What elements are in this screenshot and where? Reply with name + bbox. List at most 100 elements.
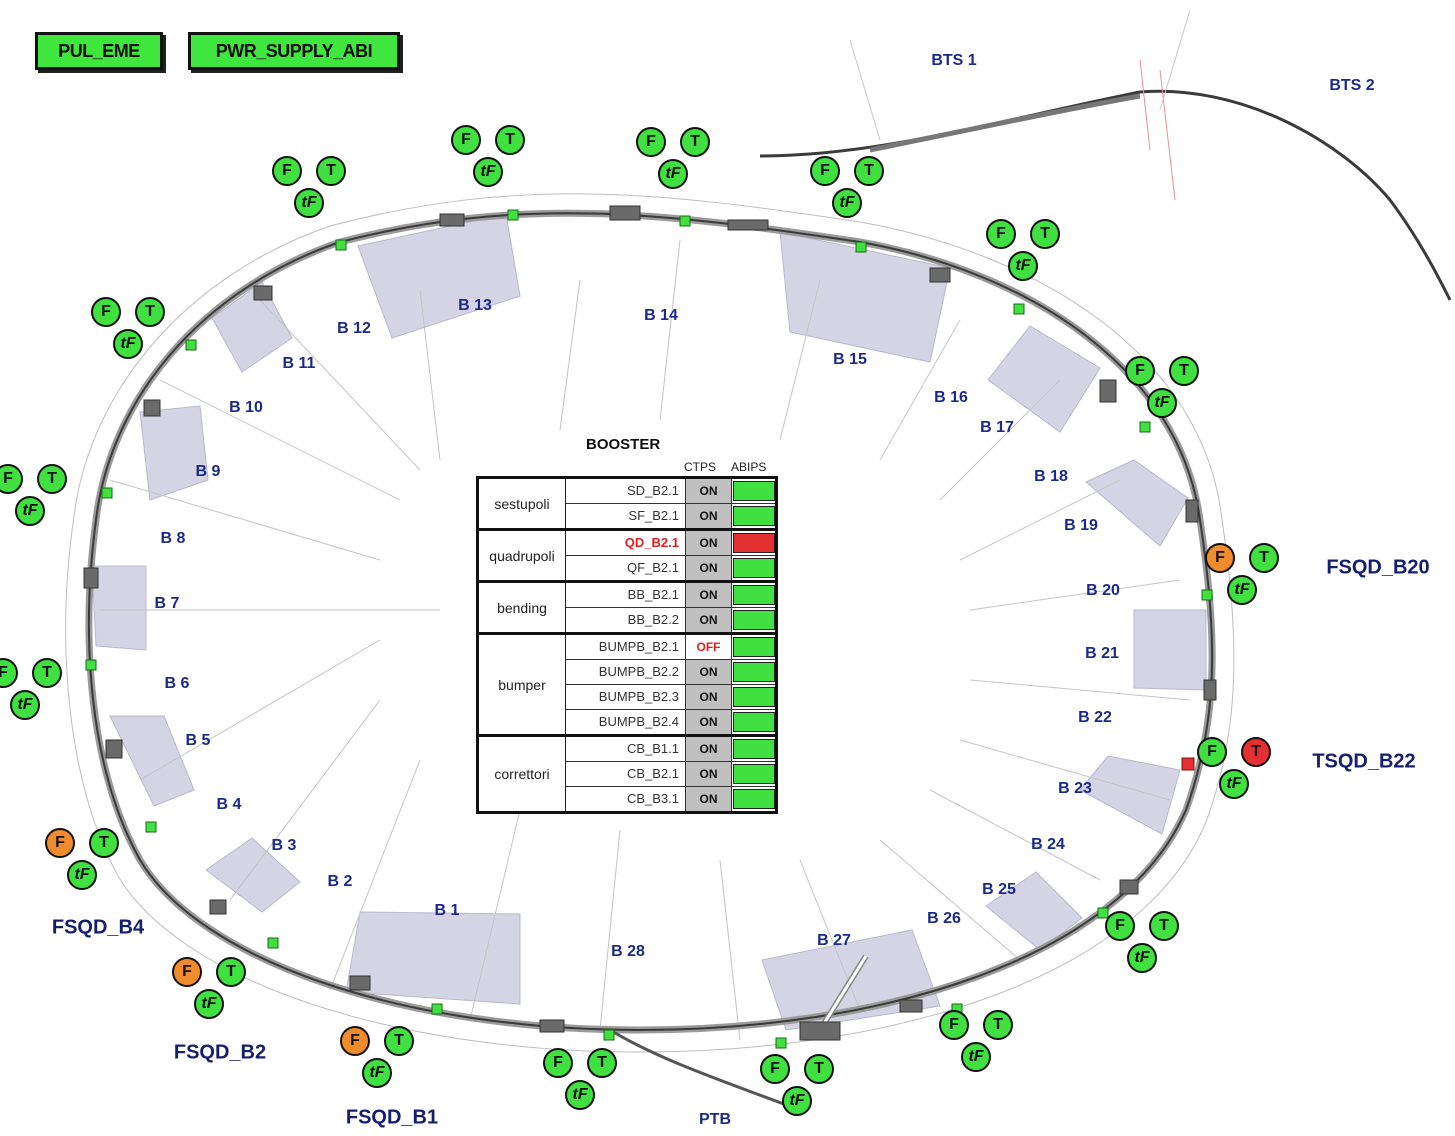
temperature-indicator[interactable]: T — [587, 1048, 617, 1078]
temperature-indicator[interactable]: T — [1149, 911, 1179, 941]
thermal-fault-indicator[interactable]: tF — [194, 989, 224, 1019]
thermal-fault-indicator[interactable]: tF — [1008, 251, 1038, 281]
fault-indicator[interactable]: F — [0, 658, 18, 688]
thermal-fault-indicator[interactable]: tF — [1147, 388, 1177, 418]
section-label-b10: B 10 — [229, 399, 263, 416]
supply-name: BUMPB_B2.1 — [566, 635, 686, 659]
abips-status-indicator[interactable] — [732, 687, 775, 707]
temperature-indicator[interactable]: T — [216, 957, 246, 987]
group-bumper: bumper BUMPB_B2.1 OFF BUMPB_B2.2 ON BUMPB_… — [479, 635, 775, 737]
table-row: BUMPB_B2.2 ON — [566, 660, 775, 685]
thermal-fault-indicator[interactable]: tF — [565, 1080, 595, 1110]
temperature-indicator[interactable]: T — [32, 658, 62, 688]
fault-indicator[interactable]: F — [91, 297, 121, 327]
ctps-status[interactable]: OFF — [686, 635, 732, 659]
section-label-b19: B 19 — [1064, 517, 1098, 534]
section-label-b1: B 1 — [434, 902, 460, 919]
temperature-indicator[interactable]: T — [1169, 356, 1199, 386]
temperature-indicator[interactable]: T — [1241, 737, 1271, 767]
fault-indicator[interactable]: F — [45, 828, 75, 858]
abips-status-indicator[interactable] — [732, 789, 775, 809]
fault-indicator[interactable]: F — [272, 156, 302, 186]
pul-eme-button[interactable]: PUL_EME — [35, 32, 163, 70]
pwr-supply-abi-button[interactable]: PWR_SUPPLY_ABI — [188, 32, 400, 70]
ctps-status[interactable]: ON — [686, 556, 732, 580]
abips-status-indicator[interactable] — [732, 585, 775, 605]
abips-status-indicator[interactable] — [732, 610, 775, 630]
thermal-fault-indicator[interactable]: tF — [658, 159, 688, 189]
thermal-fault-indicator[interactable]: tF — [1227, 575, 1257, 605]
ctps-status[interactable]: ON — [686, 479, 732, 503]
table-row: SD_B2.1 ON — [566, 479, 775, 504]
fault-indicator[interactable]: F — [986, 219, 1016, 249]
abips-status-indicator[interactable] — [732, 533, 775, 553]
abips-status-indicator[interactable] — [732, 637, 775, 657]
fault-indicator[interactable]: F — [760, 1054, 790, 1084]
temperature-indicator[interactable]: T — [37, 464, 67, 494]
group-name: bumper — [479, 635, 566, 734]
ctps-status[interactable]: ON — [686, 660, 732, 684]
temperature-indicator[interactable]: T — [384, 1026, 414, 1056]
fault-indicator[interactable]: F — [340, 1026, 370, 1056]
ctps-status[interactable]: ON — [686, 762, 732, 786]
abips-status-indicator[interactable] — [732, 662, 775, 682]
thermal-fault-indicator[interactable]: tF — [1219, 769, 1249, 799]
temperature-indicator[interactable]: T — [135, 297, 165, 327]
thermal-fault-indicator[interactable]: tF — [832, 188, 862, 218]
fault-indicator[interactable]: F — [636, 127, 666, 157]
temperature-indicator[interactable]: T — [680, 127, 710, 157]
table-row: BUMPB_B2.3 ON — [566, 685, 775, 710]
fault-indicator[interactable]: F — [810, 156, 840, 186]
thermal-fault-indicator[interactable]: tF — [294, 188, 324, 218]
fault-indicator[interactable]: F — [172, 957, 202, 987]
fault-indicator[interactable]: F — [0, 464, 23, 494]
thermal-fault-indicator[interactable]: tF — [10, 690, 40, 720]
thermal-fault-indicator[interactable]: tF — [362, 1058, 392, 1088]
thermal-fault-indicator[interactable]: tF — [113, 329, 143, 359]
ctps-status[interactable]: ON — [686, 583, 732, 607]
ctps-status[interactable]: ON — [686, 737, 732, 761]
ctps-status[interactable]: ON — [686, 504, 732, 528]
temperature-indicator[interactable]: T — [804, 1054, 834, 1084]
thermal-fault-indicator[interactable]: tF — [782, 1086, 812, 1116]
fault-indicator[interactable]: F — [1197, 737, 1227, 767]
thermal-fault-indicator[interactable]: tF — [1127, 943, 1157, 973]
ctps-status[interactable]: ON — [686, 531, 732, 555]
fault-indicator[interactable]: F — [1105, 911, 1135, 941]
abips-status-indicator[interactable] — [732, 712, 775, 732]
ctps-status[interactable]: ON — [686, 685, 732, 709]
group-name: sestupoli — [479, 479, 566, 528]
thermal-fault-indicator[interactable]: tF — [961, 1042, 991, 1072]
fault-indicator[interactable]: F — [451, 125, 481, 155]
temperature-indicator[interactable]: T — [1030, 219, 1060, 249]
ctps-status[interactable]: ON — [686, 710, 732, 734]
abips-status-indicator[interactable] — [732, 506, 775, 526]
abips-status-indicator[interactable] — [732, 739, 775, 759]
ctps-status[interactable]: ON — [686, 787, 732, 811]
fault-indicator[interactable]: F — [1125, 356, 1155, 386]
thermal-fault-indicator[interactable]: tF — [67, 860, 97, 890]
fault-indicator[interactable]: F — [939, 1010, 969, 1040]
abips-status-indicator[interactable] — [732, 481, 775, 501]
abips-status-indicator[interactable] — [732, 764, 775, 784]
thermal-fault-indicator[interactable]: tF — [473, 157, 503, 187]
abips-status-indicator[interactable] — [732, 558, 775, 578]
temperature-indicator[interactable]: T — [495, 125, 525, 155]
table-row: BB_B2.2 ON — [566, 608, 775, 632]
fault-indicator[interactable]: F — [1205, 543, 1235, 573]
thermal-fault-indicator[interactable]: tF — [15, 496, 45, 526]
section-label-b21: B 21 — [1085, 645, 1119, 662]
temperature-indicator[interactable]: T — [89, 828, 119, 858]
temperature-indicator[interactable]: T — [854, 156, 884, 186]
temperature-indicator[interactable]: T — [316, 156, 346, 186]
temperature-indicator[interactable]: T — [1249, 543, 1279, 573]
section-label-b24: B 24 — [1031, 836, 1065, 853]
fault-indicator[interactable]: F — [543, 1048, 573, 1078]
supply-name: BUMPB_B2.3 — [566, 685, 686, 709]
ctps-status[interactable]: ON — [686, 608, 732, 632]
temperature-indicator[interactable]: T — [983, 1010, 1013, 1040]
section-label-b28: B 28 — [611, 943, 645, 960]
